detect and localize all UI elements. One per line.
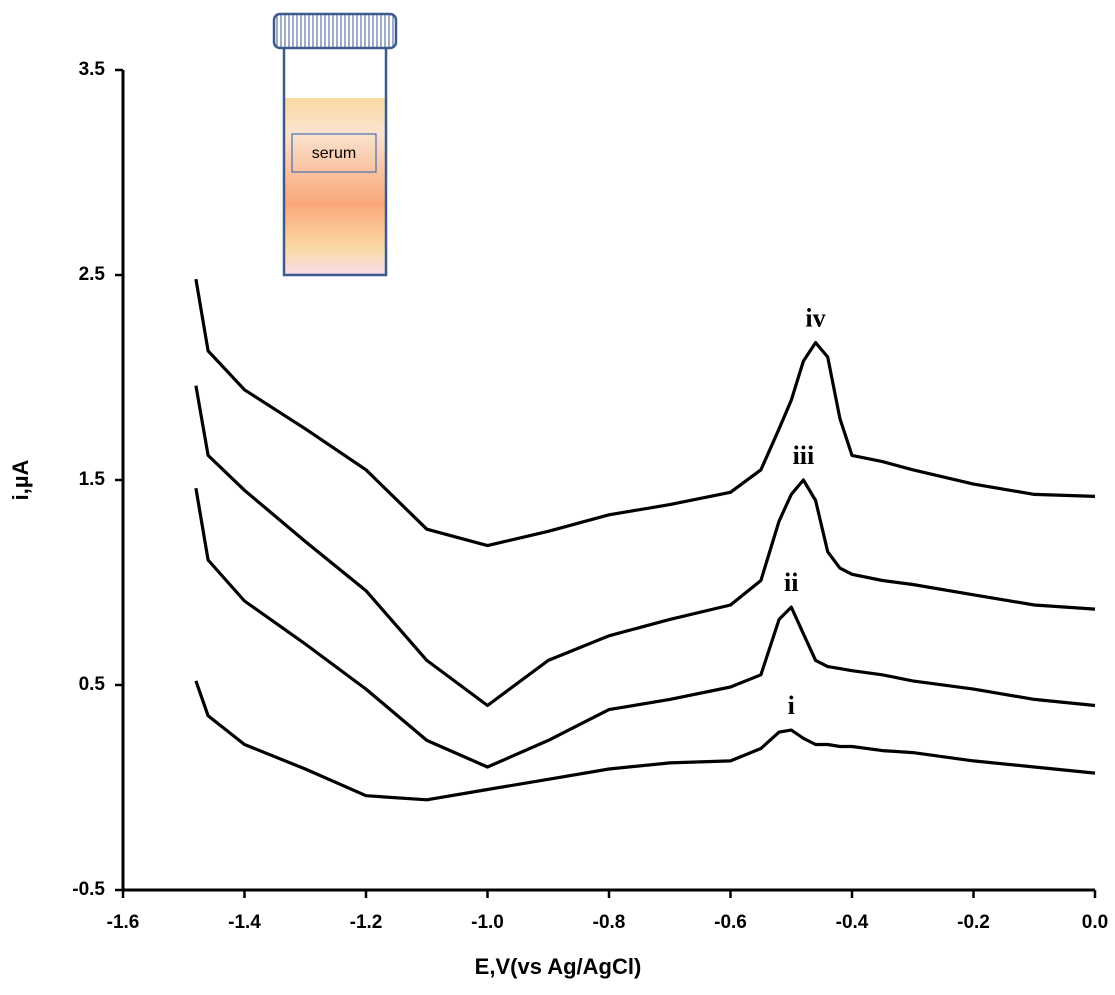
x-axis-title: E,V(vs Ag/AgCl) — [475, 954, 642, 979]
y-tick-label: 1.5 — [79, 469, 106, 490]
curve — [194, 680, 1096, 802]
x-tick-label: -1.2 — [350, 912, 383, 933]
curve-label: ii — [784, 568, 798, 597]
x-tick-label: -1.0 — [471, 912, 504, 933]
curve — [194, 487, 1096, 769]
y-tick-label: 3.5 — [79, 59, 106, 80]
curve-label: iv — [805, 304, 825, 333]
curve — [194, 278, 1096, 548]
inset-label: serum — [312, 145, 356, 162]
vial-cap — [272, 12, 398, 50]
curve — [194, 385, 1096, 708]
x-tick-label: -1.6 — [107, 912, 140, 933]
x-tick-label: -0.6 — [714, 912, 747, 933]
x-tick-label: -0.8 — [593, 912, 626, 933]
y-tick-label: 2.5 — [79, 264, 106, 285]
curve-label: iii — [793, 441, 815, 470]
x-tick-label: -1.4 — [228, 912, 261, 933]
x-tick-label: -0.2 — [957, 912, 990, 933]
curve-label: i — [788, 691, 795, 720]
label-box — [291, 133, 377, 173]
y-tick-label: 0.5 — [79, 674, 106, 695]
vial-liquid — [285, 98, 385, 274]
x-tick-label: -0.4 — [836, 912, 869, 933]
y-axis-title: i,µA — [8, 459, 33, 500]
y-tick-label: -0.5 — [72, 879, 105, 900]
vial-inset: serum — [272, 12, 398, 277]
x-tick-label: 0.0 — [1082, 912, 1108, 933]
